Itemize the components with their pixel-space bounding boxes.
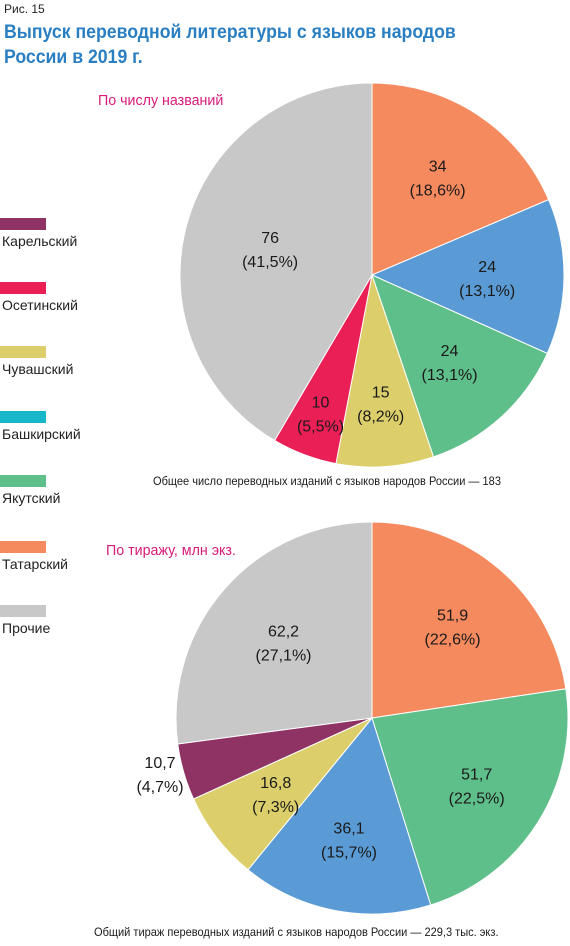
slice-percent-label: (13,1%) [459,283,515,300]
legend-label: Якутский [2,490,61,506]
slice-value-label: 10,7 [144,755,175,772]
slice-label-карельский: 10,7 (4,7%) [136,755,183,796]
legend-swatch [0,541,46,553]
pie-2-footnote: Общий тираж переводных изданий с языков … [94,925,499,939]
slice-value-label: 16,8 [260,775,291,792]
slice-percent-label: (4,7%) [136,779,183,796]
pie-slice-татарский [371,82,550,276]
slice-value-label: 34 [429,159,447,176]
slice-label-башкирский: 24 (13,1%) [459,259,515,300]
slice-percent-label: (7,3%) [252,799,299,816]
slice-value-label: 10 [312,395,330,412]
pie-slice-башкирский [370,198,565,355]
slice-percent-label: (18,6%) [410,183,466,200]
slice-percent-label: (22,5%) [449,790,505,807]
legend-item-prochie: Прочие [0,605,150,645]
legend-label: Татарский [2,556,68,572]
slice-label-чувашский: 15 (8,2%) [357,384,404,425]
legend-label: Чувашский [2,361,74,377]
slice-value-label: 51,9 [437,607,468,624]
pie-1-title: По числу названий [98,92,224,109]
pie-1-footnote: Общее число переводных изданий с языков … [153,474,501,488]
slice-label-прочие: 76 (41,5%) [242,230,298,271]
slice-percent-label: (13,1%) [422,367,478,384]
slice-value-label: 15 [372,384,390,401]
slice-value-label: 24 [441,343,459,360]
slice-label-якутский: 51,7 (22,5%) [449,766,505,807]
slice-value-label: 62,2 [268,624,299,641]
pie-slice-татарский [371,521,567,719]
legend-swatch [0,282,46,294]
legend-item-karelsky: Карельский [0,218,150,258]
slice-label-чувашский: 16,8 (7,3%) [252,775,299,816]
pie-slice-якутский [371,274,548,458]
slice-value-label: 36,1 [333,820,364,837]
legend-swatch [0,475,46,487]
slice-percent-label: (27,1%) [255,648,311,665]
slice-percent-label: (5,5%) [297,419,344,436]
slice-label-татарский: 34 (18,6%) [410,159,466,200]
slice-value-label: 76 [261,230,279,247]
slice-label-якутский: 24 (13,1%) [422,343,478,384]
slice-percent-label: (15,7%) [321,844,377,861]
legend-label: Башкирский [2,426,81,442]
chart-title: Выпуск переводной литературы с языков на… [4,20,488,70]
slice-value-label: 51,7 [461,766,492,783]
legend-item-bashkirsky: Башкирский [0,411,150,451]
legend-item-yakutsky: Якутский [0,475,150,515]
legend-item-tatarsky: Татарский [0,541,150,581]
slice-label-татарский: 51,9 (22,6%) [425,607,481,648]
slice-percent-label: (8,2%) [357,408,404,425]
slice-percent-label: (22,6%) [425,631,481,648]
slice-percent-label: (41,5%) [242,254,298,271]
legend-swatch [0,411,46,423]
legend-item-osetinsky: Осетинский [0,282,150,322]
figure-label: Рис. 15 [4,2,45,16]
slice-value-label: 24 [478,259,496,276]
slice-label-башкирский: 36,1 (15,7%) [321,820,377,861]
legend-swatch [0,605,46,617]
legend-swatch [0,346,46,358]
legend-item-chuvashsky: Чувашский [0,346,150,386]
pie-slice-якутский [371,688,569,906]
pie-slice-прочие [175,521,373,745]
slice-label-осетинский: 10 (5,5%) [297,395,344,436]
chart-title-line-1: Выпуск переводной литературы с языков на… [4,22,456,43]
pie-chart-circulation: 51,9 (22,6%) 51,7 (22,5%) 36,1 (15,7%) 16,8 (7,… [136,521,569,915]
legend-label: Прочие [2,620,51,636]
legend-label: Осетинский [2,297,78,313]
pie-2-title: По тиражу, млн экз. [106,542,236,559]
legend-swatch [0,218,46,230]
legend: Карельский Осетинский Чувашский Башкирск… [0,0,150,946]
slice-label-прочие: 62,2 (27,1%) [255,624,311,665]
pie-chart-titles: 34 (18,6%) 24 (13,1%) 24 (13,1%) 15 (8,2%) 10 (5,… [179,82,565,468]
chart-title-line-2: России в 2019 г. [4,47,143,68]
pie-slice-чувашский [335,273,435,468]
legend-label: Карельский [2,233,78,249]
pie-slice-прочие [179,82,373,442]
pie-slice-башкирский [247,716,432,915]
